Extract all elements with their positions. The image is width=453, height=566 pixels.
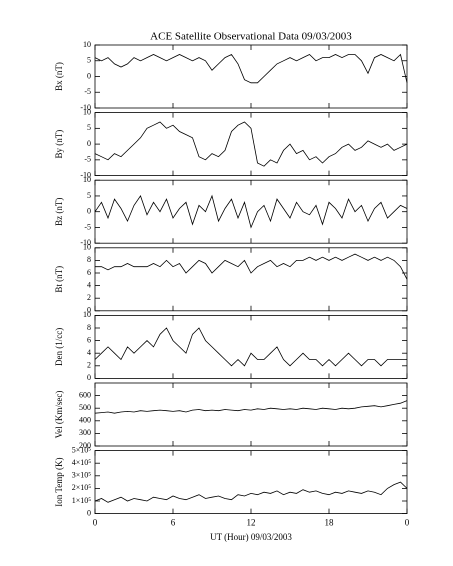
data-line xyxy=(94,121,408,167)
y-axis-label: Ion Temp (K) xyxy=(54,457,64,506)
y-tick-label: 300 xyxy=(79,428,91,437)
data-line xyxy=(94,327,407,367)
y-axis-label: Den (1/cc) xyxy=(54,328,64,366)
y-tick-label: 4 xyxy=(87,348,91,357)
y-axis-label: By (nT) xyxy=(54,130,64,159)
x-tick-label: 0 xyxy=(405,518,410,528)
y-tick-label: 600 xyxy=(79,390,91,399)
y-tick-label: 0 xyxy=(87,71,91,80)
x-tick-label: 0 xyxy=(93,518,98,528)
y-tick-label: -10 xyxy=(80,238,91,247)
y-tick-label: 6 xyxy=(87,335,91,344)
y-tick-label: -10 xyxy=(80,170,91,179)
x-tick-label: 6 xyxy=(171,518,176,528)
y-tick-label: 0 xyxy=(87,207,91,216)
y-tick-label: 0 xyxy=(87,306,91,315)
y-tick-label: 8 xyxy=(87,255,91,264)
chart-title: ACE Satellite Observational Data 09/03/2… xyxy=(150,31,352,43)
y-tick-label: 10 xyxy=(83,40,91,49)
y-tick-label: 5 xyxy=(87,123,91,132)
y-tick-label: 2 xyxy=(87,293,91,302)
panel-frame xyxy=(94,382,408,447)
x-tick-label: 18 xyxy=(325,518,335,528)
y-tick-label: 4 xyxy=(87,280,91,289)
y-tick-label: 2×10⁵ xyxy=(72,483,92,492)
data-line xyxy=(94,400,408,414)
panel-frame xyxy=(94,112,408,176)
data-line xyxy=(94,53,408,84)
y-tick-label: 500 xyxy=(79,403,91,412)
data-line xyxy=(94,481,408,503)
x-tick-label: 12 xyxy=(247,518,256,528)
y-tick-label: 1×10⁵ xyxy=(72,496,92,505)
y-tick-label: -10 xyxy=(80,103,91,112)
y-tick-label: 5×10⁵ xyxy=(72,445,92,454)
panel-frame xyxy=(94,247,408,312)
y-tick-label: 5 xyxy=(87,56,91,65)
panel-frame xyxy=(94,450,408,515)
y-tick-label: 10 xyxy=(83,107,91,116)
y-tick-label: 4×10⁵ xyxy=(72,458,92,467)
panel-frame xyxy=(94,44,408,109)
y-tick-label: 6 xyxy=(87,268,91,277)
x-axis-label: UT (Hour) 09/03/2003 xyxy=(210,532,292,542)
y-tick-label: 0 xyxy=(87,373,91,382)
data-line xyxy=(95,253,408,280)
y-axis-label: Bt (nT) xyxy=(54,266,64,293)
y-tick-label: 10 xyxy=(83,175,91,184)
y-tick-label: -5 xyxy=(84,222,91,231)
y-tick-label: 200 xyxy=(79,441,91,450)
y-tick-label: 8 xyxy=(87,323,91,332)
y-tick-label: -5 xyxy=(84,155,91,164)
y-tick-label: 10 xyxy=(83,310,91,319)
y-tick-label: 0 xyxy=(87,139,91,148)
y-axis-label: Bx (nT) xyxy=(54,62,64,91)
y-tick-label: 2 xyxy=(87,361,91,370)
y-tick-label: 10 xyxy=(83,243,91,252)
panel-frame xyxy=(94,179,408,244)
y-tick-label: 0 xyxy=(87,508,91,517)
y-tick-label: 400 xyxy=(79,416,91,425)
data-line xyxy=(94,194,408,229)
y-tick-label: 5 xyxy=(87,191,91,200)
y-axis-label: Vel (Km/sec) xyxy=(54,391,64,439)
y-tick-label: -5 xyxy=(84,87,91,96)
y-tick-label: 3×10⁵ xyxy=(72,471,92,480)
panel-frame xyxy=(94,314,408,379)
y-axis-label: Bz (nT) xyxy=(54,198,64,226)
